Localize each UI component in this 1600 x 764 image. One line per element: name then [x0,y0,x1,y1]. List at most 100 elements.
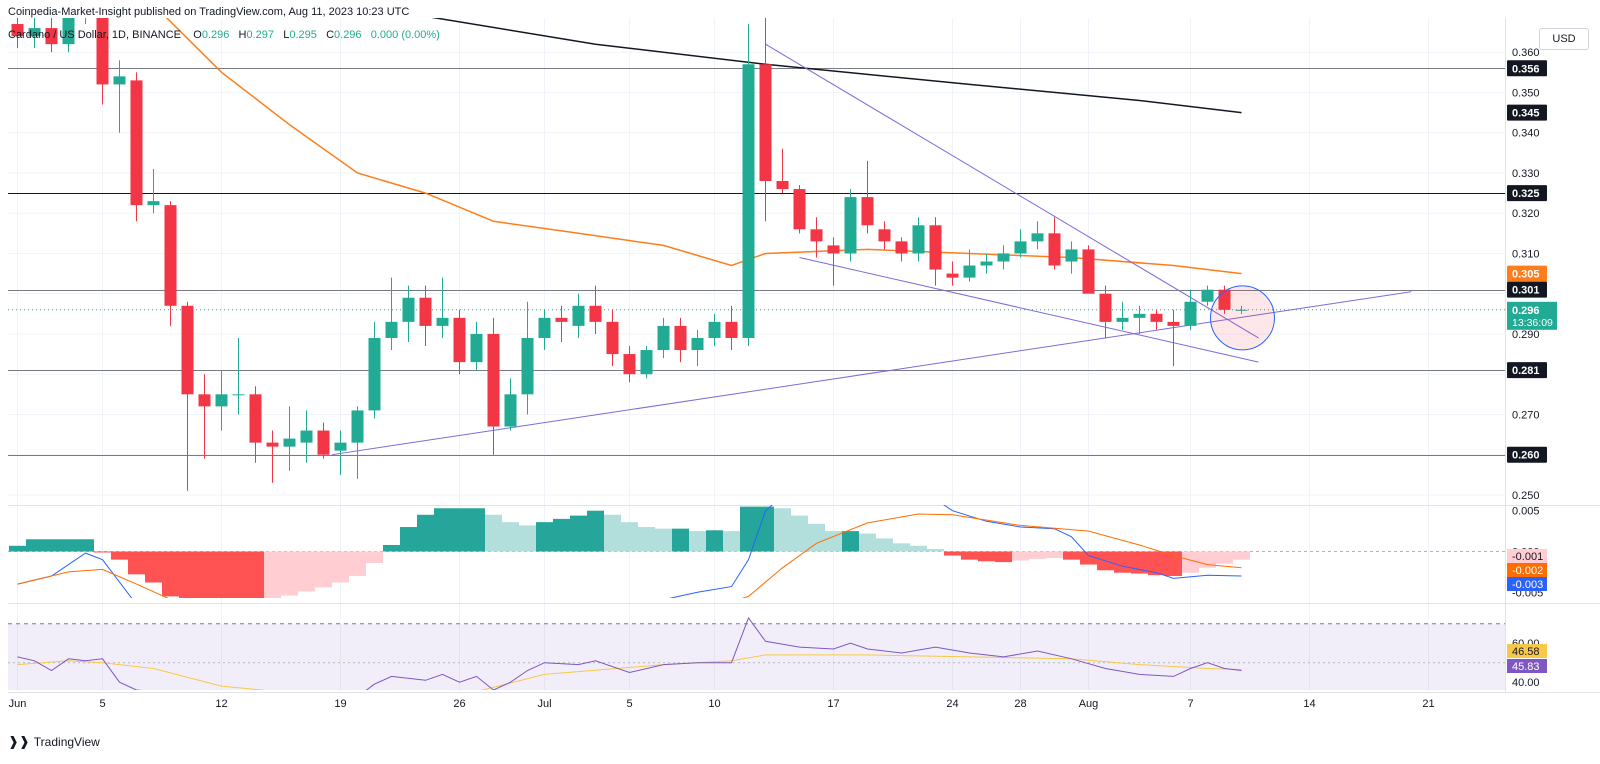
macd-histogram-bar [1114,551,1131,573]
time-tick-label: 17 [827,698,839,710]
macd-histogram-bar [706,530,723,552]
price-tick-label: 0.250 [1512,490,1540,502]
candle-body [725,321,738,338]
macd-histogram-bar [349,551,366,576]
candle-body [385,321,398,338]
ohlc-open-value: 0.296 [201,29,230,41]
macd-histogram-bar [961,551,978,560]
macd-value-label-bg [1507,549,1547,563]
macd-histogram-bar [26,539,43,552]
last-price-label-bg [1507,301,1557,330]
price-tick-label: 0.310 [1512,248,1540,260]
candle-body [1065,249,1078,262]
candle-body [249,394,262,443]
ema50-label: 0.305 [1507,265,1547,282]
price-tick-label: 0.290 [1512,329,1540,341]
candle-body [232,394,245,396]
candle-body [453,317,466,363]
ohlc-close-label: C [326,29,335,41]
macd-histogram-bar [621,522,638,552]
level-label-text: 0.301 [1512,285,1540,297]
currency-button[interactable]: USD [1539,28,1589,50]
last-price-value: 0.296 [1512,305,1540,317]
macd-histogram-bar [604,514,621,552]
macd-histogram-bar [910,545,927,552]
time-tick-label: Jul [537,698,551,710]
candle-body [1048,233,1061,266]
rsi-value-label: 45.83 [1507,659,1547,673]
candle-body [147,201,160,206]
level-label: 0.301 [1507,281,1547,298]
macd-histogram-bar [1182,551,1199,573]
ema50-label-bg [1507,265,1547,282]
candle-body [1201,289,1214,302]
footer-brand[interactable]: ❱❱ TradingView [8,734,100,750]
level-label-bg [1507,185,1547,202]
trendline [799,256,1259,363]
candle-body [45,28,58,45]
candle-body [96,18,109,85]
publisher-line: Coinpedia-Market-Insight published on Tr… [8,6,410,18]
macd-histogram-bar [196,551,213,598]
macd-histogram-bar [1216,551,1233,564]
macd-histogram-bar [1080,551,1097,565]
macd-histogram-bar [893,543,910,552]
macd-histogram-bar [162,551,179,597]
candle-body [1031,233,1044,242]
candle-body [504,394,517,427]
macd-histogram-bar [859,533,876,552]
macd-pane [8,505,1505,598]
candle-body [589,305,602,322]
candle-body [810,229,823,242]
candle-body [1099,293,1112,322]
price-pane [8,18,1505,491]
macd-histogram-bar [1029,551,1046,559]
ohlc-high-label: H [238,29,247,41]
macd-value-label-bg [1507,577,1547,591]
level-label: 0.356 [1507,60,1547,77]
level-label-bg [1507,362,1547,379]
candle-body [861,197,874,226]
candle-body [844,197,857,254]
candle-body [368,337,381,411]
price-tick-label: 0.340 [1512,128,1540,140]
macd-value-label-text: -0.001 [1512,551,1543,563]
candle-body [419,297,432,326]
macd-histogram-bar [723,531,740,552]
time-tick-label: 24 [946,698,958,710]
highlight-circle [1210,285,1275,351]
candle-body [1116,317,1129,322]
time-tick-label: 7 [1187,698,1193,710]
macd-histogram-bar [298,551,315,592]
rsi-value-label-text: 46.58 [1512,646,1540,658]
macd-histogram-bar [43,539,60,552]
time-tick-label: 12 [215,698,227,710]
candle-body [130,80,143,206]
candle-body [1082,249,1095,294]
macd-histogram-bar [264,551,281,598]
macd-histogram-bar [451,508,468,552]
macd-histogram-bar [1012,551,1029,561]
macd-histogram-bar [1148,551,1165,576]
time-tick-label: 26 [453,698,465,710]
macd-histogram-bar [332,551,349,583]
candle-body [181,305,194,395]
time-tick-label: 5 [99,698,105,710]
macd-histogram-bar [417,514,434,552]
macd-histogram-bar [570,515,587,552]
candle-body [555,317,568,322]
rsi-value-label-bg [1507,659,1547,673]
candle-body [623,354,636,375]
candle-body [317,430,330,455]
candle-body [980,261,993,266]
countdown-value: 13:36:09 [1512,317,1553,329]
macd-histogram-bar [842,531,859,552]
macd-value-label: -0.001 [1507,549,1547,563]
macd-histogram-bar [179,551,196,598]
candle-body [878,229,891,242]
macd-histogram-bar [1046,551,1063,559]
rsi-line [17,616,1242,690]
level-label-text: 0.260 [1512,450,1540,462]
